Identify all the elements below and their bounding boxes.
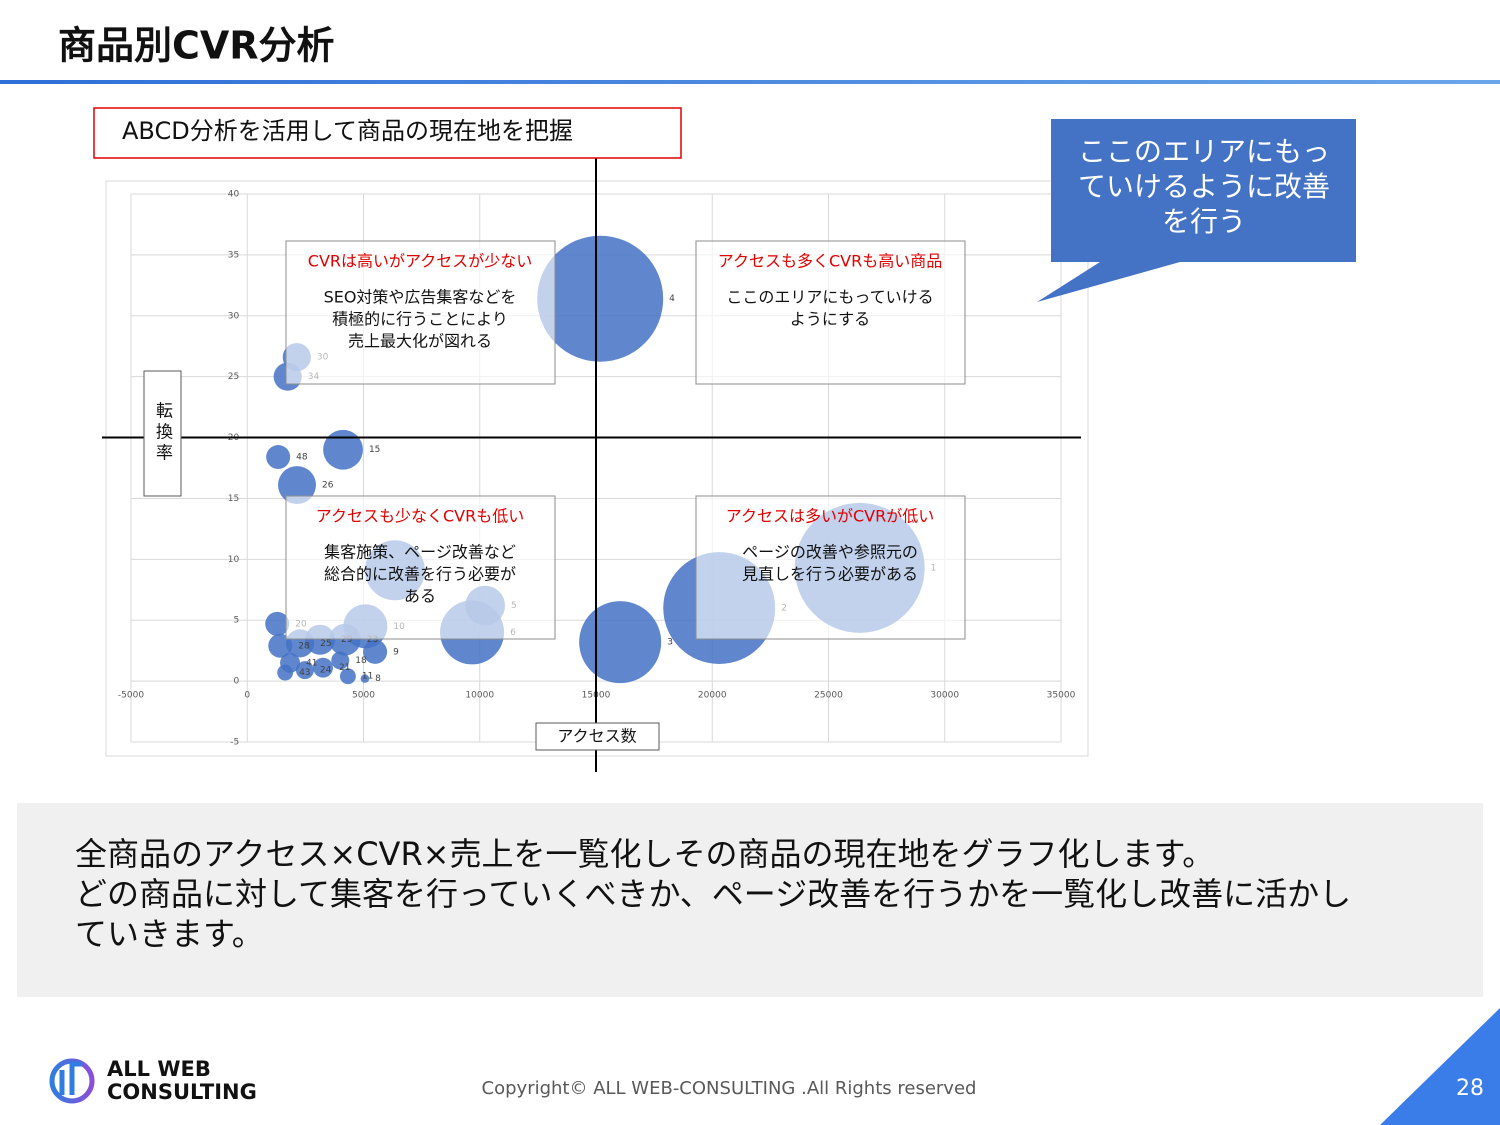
bubble xyxy=(360,674,370,683)
summary-panel xyxy=(17,803,1483,997)
bubble xyxy=(537,235,664,362)
quadrant-title: アクセスは多いがCVRが低い xyxy=(726,507,934,526)
bubble xyxy=(323,429,363,470)
bubble xyxy=(579,601,662,684)
bubble xyxy=(265,611,290,636)
y-axis-label: 転換率 xyxy=(152,401,173,464)
quadrant-text: ページの改善や参照元の xyxy=(742,543,918,562)
bubble xyxy=(363,639,388,664)
bubble xyxy=(331,651,350,670)
bubble-label: 29 xyxy=(341,635,353,645)
bubble-label: 48 xyxy=(296,453,308,463)
bubble-label: 26 xyxy=(322,481,334,491)
header-rule xyxy=(0,80,1500,84)
x-tick-label: -5000 xyxy=(118,691,144,701)
callout-text: を行う xyxy=(1162,205,1246,238)
y-tick-label: 25 xyxy=(228,372,239,382)
logo-mark xyxy=(59,1061,82,1095)
slide-title: 商品別CVR分析 xyxy=(58,24,335,68)
page-number: 28 xyxy=(1456,1076,1484,1101)
quadrant-text: SEO対策や広告集客などを xyxy=(324,288,517,307)
bubble xyxy=(313,657,333,678)
y-tick-label: 0 xyxy=(234,677,240,687)
quadrant-box xyxy=(285,240,556,385)
quadrant-title: アクセスも少なくCVRも低い xyxy=(316,507,524,526)
y-tick-label: 10 xyxy=(228,555,240,565)
quadrant-box xyxy=(695,240,966,385)
y-tick-label: -5 xyxy=(230,738,239,748)
summary-text: どの商品に対して集客を行っていくべきか、ページ改善を行うかを一覧化し改善に活かし xyxy=(75,875,1351,913)
chart: -500005000100001500020000250003000035000… xyxy=(93,107,1356,772)
quadrant-text: ある xyxy=(404,587,436,606)
y-tick-label: 5 xyxy=(234,616,240,626)
x-tick-label: 20000 xyxy=(698,691,727,701)
y-tick-label: 35 xyxy=(228,250,239,260)
x-axis-label-box xyxy=(535,722,660,751)
quadrant-title: アクセスも多くCVRも高い商品 xyxy=(718,252,942,271)
bubble-label: 25 xyxy=(320,639,331,649)
y-tick-label: 40 xyxy=(228,190,240,200)
callout-text: ていけるように改善 xyxy=(1078,170,1330,203)
x-axis-label: アクセス数 xyxy=(557,727,636,746)
bubble-label: 23 xyxy=(367,635,378,645)
quadrant-text: 見直しを行う必要がある xyxy=(742,565,918,584)
quadrant-box xyxy=(695,495,966,640)
logo-text: ALL WEB xyxy=(107,1057,211,1081)
bubble xyxy=(278,466,316,505)
bubble-label: 3 xyxy=(667,638,673,648)
bubble-label: 24 xyxy=(320,666,332,676)
quadrant-box xyxy=(285,495,556,640)
summary-text: ていきます。 xyxy=(75,915,264,953)
quadrant-text: 積極的に行うことにより xyxy=(332,310,508,329)
bubble-label: 18 xyxy=(355,656,367,666)
callout xyxy=(1037,119,1356,302)
chart-title-box xyxy=(93,107,682,159)
bubble xyxy=(277,664,294,681)
bubble xyxy=(268,633,293,658)
bubble-label: 8 xyxy=(375,674,381,684)
bubble-label: 28 xyxy=(298,641,310,651)
x-tick-label: 25000 xyxy=(814,691,843,701)
quadrant-text: ようにする xyxy=(790,310,870,329)
quadrant-text: ここのエリアにもっていける xyxy=(726,288,933,307)
bubble-label: 9 xyxy=(393,647,399,657)
x-tick-label: 35000 xyxy=(1047,691,1076,701)
quadrant-text: 売上最大化が図れる xyxy=(348,332,492,351)
callout-text: ここのエリアにもっ xyxy=(1078,135,1330,168)
bubble xyxy=(266,445,291,470)
y-axis-label-box xyxy=(143,370,182,497)
bubble-label: 15 xyxy=(369,445,380,455)
y-tick-label: 15 xyxy=(228,494,239,504)
quadrant-text: 総合的に改善を行う必要が xyxy=(324,565,516,584)
bubble xyxy=(339,668,356,685)
corner-triangle xyxy=(1380,1008,1500,1125)
copyright: Copyright© ALL WEB-CONSULTING .All Right… xyxy=(482,1078,977,1099)
bubble-label: 43 xyxy=(299,668,310,678)
x-tick-label: 30000 xyxy=(930,691,959,701)
quadrant-title: CVRは高いがアクセスが少ない xyxy=(308,252,532,271)
x-tick-label: 10000 xyxy=(465,691,494,701)
bubble-label: 41 xyxy=(306,658,317,668)
bubble-label: 21 xyxy=(339,663,350,673)
logo-text: CONSULTING xyxy=(107,1080,257,1104)
quadrant-text: 集客施策、ページ改善など xyxy=(324,543,516,562)
logo-mark xyxy=(49,1058,95,1104)
chart-title: ABCD分析を活用して商品の現在地を把握 xyxy=(122,117,573,145)
bubble-label: 4 xyxy=(669,294,675,304)
bubble xyxy=(295,661,314,680)
x-tick-label: 0 xyxy=(244,691,250,701)
summary-text: 全商品のアクセス×CVR×売上を一覧化しその商品の現在地をグラフ化します。 xyxy=(75,835,1214,873)
x-tick-label: 5000 xyxy=(352,691,375,701)
bubble-label: 11 xyxy=(362,672,373,682)
y-tick-label: 30 xyxy=(228,311,240,321)
